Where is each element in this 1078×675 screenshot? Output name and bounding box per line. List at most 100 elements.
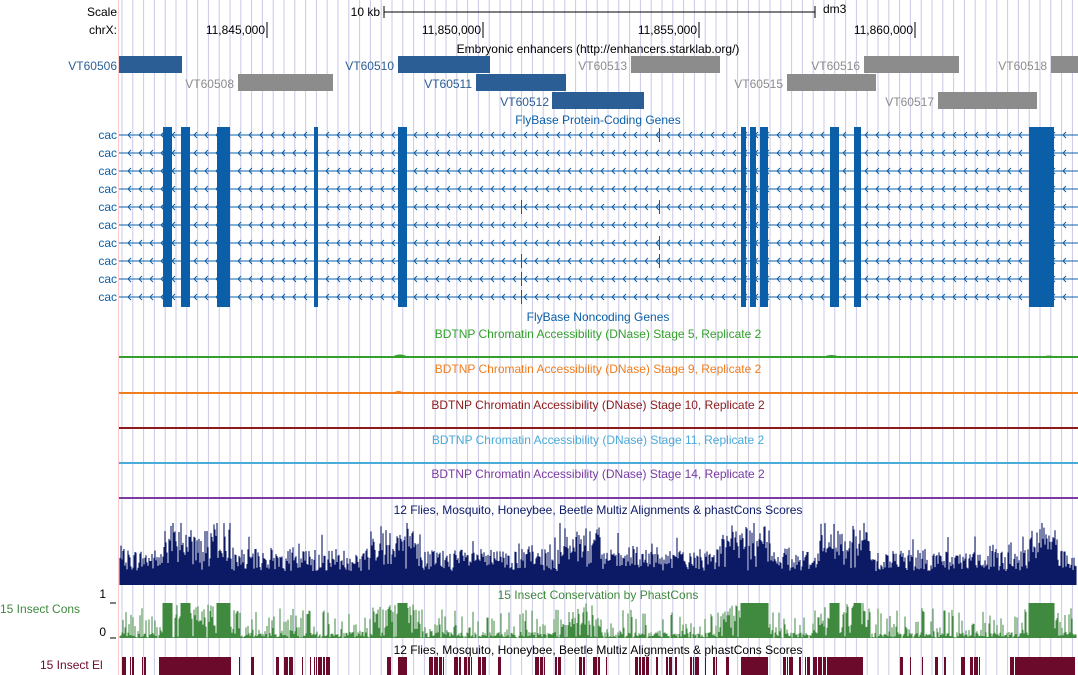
strand-arrow (468, 257, 473, 265)
enhancer-label-vt60511[interactable]: VT60511 (424, 77, 472, 91)
gene-label[interactable]: cac (98, 272, 117, 286)
conserved-element (471, 657, 472, 675)
strand-arrow (787, 257, 792, 265)
gene-label[interactable]: cac (98, 200, 117, 214)
enhancer-label-vt60513[interactable]: VT60513 (578, 59, 627, 73)
strand-arrow (424, 185, 429, 193)
enhancer-label-vt60516[interactable]: VT60516 (811, 59, 860, 73)
strand-arrow (655, 185, 660, 193)
strand-arrow (479, 293, 484, 301)
enhancer-label-vt60510[interactable]: VT60510 (345, 59, 394, 73)
strand-arrow (985, 275, 990, 283)
strand-arrow (842, 131, 847, 139)
gene-exon-small (521, 290, 522, 304)
genes-track-title[interactable]: FlyBase Protein-Coding Genes (515, 113, 681, 127)
strand-arrow (710, 185, 715, 193)
strand-arrow (127, 131, 132, 139)
conserved-element (787, 657, 788, 675)
conserved-element (646, 657, 649, 675)
strand-arrow (512, 293, 517, 301)
dnase-stage5-title[interactable]: BDTNP Chromatin Accessibility (DNase) St… (434, 327, 762, 341)
phastcons-ymin-label: 0 (99, 625, 106, 639)
enhancer-label-vt60517[interactable]: VT60517 (885, 95, 934, 109)
phastcons-side-label[interactable]: 15 Insect Cons (0, 602, 81, 616)
strand-arrow (391, 149, 396, 157)
strand-arrow (523, 203, 528, 211)
multiz-track-title[interactable]: 12 Flies, Mosquito, Honeybee, Beetle Mul… (393, 503, 803, 517)
conserved-element (387, 657, 391, 675)
strand-arrow (457, 257, 462, 265)
enhancers-track-title[interactable]: Embryonic enhancers (http://enhancers.st… (456, 42, 740, 56)
strand-arrow (336, 257, 341, 265)
strand-arrow (908, 275, 913, 283)
strand-arrow (281, 293, 286, 301)
conserved-element (1072, 657, 1074, 675)
strand-arrow (688, 275, 693, 283)
conserved-element (656, 657, 658, 675)
strand-arrow (776, 221, 781, 229)
strand-arrow (688, 239, 693, 247)
enhancer-label-vt60512[interactable]: VT60512 (500, 95, 549, 109)
conserved-element (1015, 657, 1075, 675)
strand-arrow (996, 149, 1001, 157)
strand-arrow (842, 221, 847, 229)
strand-arrow (589, 257, 594, 265)
strand-arrow (391, 221, 396, 229)
dnase-stage11-title[interactable]: BDTNP Chromatin Accessibility (DNase) St… (431, 433, 765, 447)
strand-arrow (578, 257, 583, 265)
gene-label[interactable]: cac (98, 290, 117, 304)
strand-arrow (886, 221, 891, 229)
gene-label[interactable]: cac (98, 164, 117, 178)
gene-exon-small (521, 200, 522, 214)
strand-arrow (688, 257, 693, 265)
enhancer-label-vt60506[interactable]: VT60506 (68, 59, 117, 73)
strand-arrow (149, 203, 154, 211)
gene-label[interactable]: cac (98, 128, 117, 142)
strand-arrow (303, 149, 308, 157)
enhancer-label-vt60515[interactable]: VT60515 (734, 77, 783, 91)
strand-arrow (1018, 185, 1023, 193)
gene-label[interactable]: cac (98, 218, 117, 232)
gene-label[interactable]: cac (98, 254, 117, 268)
strand-arrow (688, 167, 693, 175)
strand-arrow (930, 239, 935, 247)
dnase-stage14-title[interactable]: BDTNP Chromatin Accessibility (DNase) St… (431, 467, 765, 481)
noncoding-track-title[interactable]: FlyBase Noncoding Genes (526, 310, 670, 324)
strand-arrow (622, 203, 627, 211)
strand-arrow (270, 293, 275, 301)
conserved-element (693, 657, 694, 675)
strand-arrow (842, 167, 847, 175)
strand-arrow (1062, 257, 1067, 265)
gene-label[interactable]: cac (98, 146, 117, 160)
strand-arrow (248, 185, 253, 193)
conserved-element (669, 657, 672, 675)
strand-arrow (1062, 203, 1067, 211)
strand-arrow (380, 239, 385, 247)
strand-arrow (358, 221, 363, 229)
strand-arrow (391, 239, 396, 247)
strand-arrow (204, 131, 209, 139)
elements-side-label[interactable]: 15 Insect El (40, 658, 103, 672)
strand-arrow (270, 257, 275, 265)
strand-arrow (809, 167, 814, 175)
strand-arrow (556, 149, 561, 157)
strand-arrow (798, 131, 803, 139)
strand-arrow (413, 203, 418, 211)
gene-label[interactable]: cac (98, 182, 117, 196)
elements-track-title[interactable]: 12 Flies, Mosquito, Honeybee, Beetle Mul… (393, 643, 803, 657)
strand-arrow (512, 131, 517, 139)
dnase-stage10-title[interactable]: BDTNP Chromatin Accessibility (DNase) St… (431, 398, 765, 412)
enhancer-label-vt60518[interactable]: VT60518 (998, 59, 1047, 73)
strand-arrow (391, 257, 396, 265)
dnase-stage9-title[interactable]: BDTNP Chromatin Accessibility (DNase) St… (434, 362, 762, 376)
strand-arrow (237, 185, 242, 193)
strand-arrow (875, 257, 880, 265)
strand-arrow (732, 239, 737, 247)
strand-arrow (127, 203, 132, 211)
strand-arrow (259, 185, 264, 193)
strand-arrow (897, 149, 902, 157)
gene-label[interactable]: cac (98, 236, 117, 250)
phastcons-track-title[interactable]: 15 Insect Conservation by PhastCons (497, 588, 699, 602)
enhancer-label-vt60508[interactable]: VT60508 (185, 77, 234, 91)
